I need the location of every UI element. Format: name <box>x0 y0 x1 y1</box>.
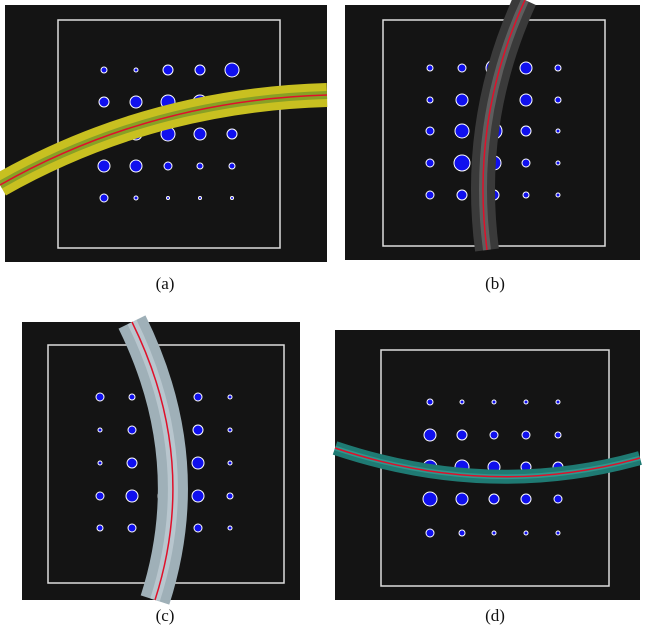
taxel <box>524 400 528 404</box>
taxel <box>128 524 136 532</box>
taxel <box>555 65 561 71</box>
taxel <box>492 400 496 404</box>
taxel <box>458 64 466 72</box>
taxel <box>456 493 468 505</box>
taxel <box>228 526 232 530</box>
taxel <box>427 399 433 405</box>
taxel <box>100 194 108 202</box>
taxel <box>194 128 206 140</box>
taxel <box>524 531 528 535</box>
figure: (a) (b) (c) (d) <box>0 0 652 631</box>
taxel <box>164 162 172 170</box>
caption: (a) <box>156 274 175 293</box>
taxel <box>457 430 467 440</box>
taxel <box>456 94 468 106</box>
taxel <box>195 65 205 75</box>
taxel <box>227 493 233 499</box>
taxel <box>556 400 560 404</box>
taxel <box>228 395 232 399</box>
taxel <box>194 393 202 401</box>
taxel <box>554 495 562 503</box>
taxel <box>423 492 437 506</box>
taxel <box>520 62 532 74</box>
taxel <box>521 126 531 136</box>
taxel <box>96 393 104 401</box>
caption: (d) <box>485 606 505 625</box>
taxel <box>192 457 204 469</box>
taxel <box>194 524 202 532</box>
taxel <box>130 96 142 108</box>
taxel <box>490 431 498 439</box>
taxel <box>454 155 470 171</box>
taxel <box>130 160 142 172</box>
taxel <box>98 461 102 465</box>
taxel <box>523 192 529 198</box>
taxel <box>134 68 138 72</box>
taxel <box>460 400 464 404</box>
taxel <box>98 160 110 172</box>
taxel <box>522 159 530 167</box>
taxel <box>455 124 469 138</box>
taxel <box>227 129 237 139</box>
taxel <box>192 490 204 502</box>
taxel <box>426 191 434 199</box>
taxel <box>97 525 103 531</box>
taxel <box>167 197 170 200</box>
taxel <box>197 163 203 169</box>
taxel <box>556 161 560 165</box>
caption: (b) <box>485 274 505 293</box>
taxel <box>489 494 499 504</box>
taxel <box>225 63 239 77</box>
taxel <box>199 197 202 200</box>
taxel <box>424 429 436 441</box>
taxel <box>556 531 560 535</box>
taxel <box>492 531 496 535</box>
taxel <box>193 425 203 435</box>
taxel <box>427 65 433 71</box>
taxel <box>98 428 102 432</box>
taxel <box>521 494 531 504</box>
taxel <box>163 65 173 75</box>
taxel <box>556 193 560 197</box>
taxel <box>99 97 109 107</box>
taxel <box>231 197 234 200</box>
taxel <box>127 458 137 468</box>
taxel <box>520 94 532 106</box>
taxel <box>555 97 561 103</box>
taxel <box>126 490 138 502</box>
taxel <box>522 431 530 439</box>
taxel <box>555 432 561 438</box>
taxel <box>426 127 434 135</box>
taxel <box>228 461 232 465</box>
taxel <box>96 492 104 500</box>
taxel <box>101 67 107 73</box>
taxel <box>228 428 232 432</box>
taxel <box>128 426 136 434</box>
taxel <box>229 163 235 169</box>
taxel <box>426 529 434 537</box>
taxel <box>459 530 465 536</box>
taxel <box>426 159 434 167</box>
taxel <box>427 97 433 103</box>
taxel <box>134 196 138 200</box>
taxel <box>129 394 135 400</box>
taxel <box>457 190 467 200</box>
taxel <box>556 129 560 133</box>
caption: (c) <box>156 606 175 625</box>
